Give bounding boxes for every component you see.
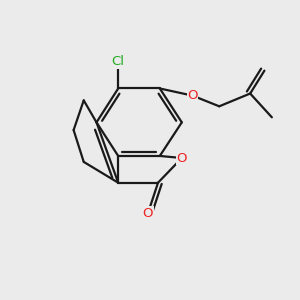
Text: O: O bbox=[143, 207, 153, 220]
Text: O: O bbox=[187, 89, 198, 102]
Text: Cl: Cl bbox=[112, 55, 125, 68]
Text: O: O bbox=[177, 152, 187, 164]
